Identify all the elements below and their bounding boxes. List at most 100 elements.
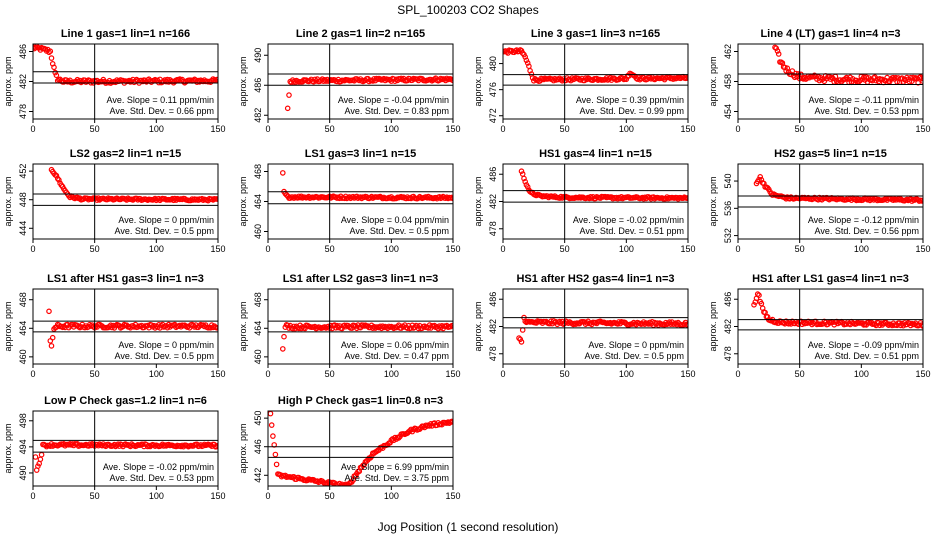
x-tick-label: 150	[445, 244, 460, 254]
data-point	[756, 292, 762, 299]
data-point	[684, 75, 688, 81]
data-point	[810, 196, 817, 202]
data-point	[519, 327, 526, 333]
data-point	[863, 74, 870, 81]
plot-frame	[32, 288, 219, 365]
data-point	[523, 57, 530, 64]
y-tick-label: 482	[723, 319, 733, 334]
panel-title: HS2 gas=5 lin=1 n=15	[774, 148, 887, 160]
y-tick-label: 460	[253, 349, 263, 364]
data-point	[215, 196, 218, 202]
x-tick-label: 0	[30, 491, 35, 501]
x-tick-label: 100	[619, 369, 634, 379]
slope-annotation: Ave. Slope = 0 ppm/min	[588, 340, 684, 350]
slope-annotation: Ave. Slope = 0 ppm/min	[118, 340, 214, 350]
data-point	[56, 177, 62, 183]
panel-title: Line 2 gas=1 lin=2 n=165	[296, 28, 425, 40]
panel-title: LS1 gas=3 lin=1 n=15	[305, 148, 417, 160]
x-tick-label: 150	[445, 124, 460, 134]
std-dev-annotation: Ave. Std. Dev. = 0.5 ppm	[585, 351, 684, 361]
data-point	[291, 195, 297, 201]
std-dev-annotation: Ave. Std. Dev. = 0.66 ppm	[110, 106, 214, 116]
panel-14: High P Check gas=1 lin=0.8 n=3 0 50 100 150 4…	[238, 395, 461, 501]
plot-frame	[32, 163, 219, 240]
y-tick-label: 464	[18, 321, 28, 336]
data-point	[284, 322, 291, 329]
x-tick-label: 50	[560, 369, 570, 379]
slope-annotation: Ave. Slope = -0.02 ppm/min	[573, 215, 684, 225]
data-points	[279, 321, 453, 352]
slope-annotation: Ave. Slope = 6.99 ppm/min	[341, 462, 449, 472]
data-point	[572, 321, 579, 328]
y-axis-label: approx. ppm	[3, 423, 13, 473]
panel-title: Line 4 (LT) gas=1 lin=4 n=3	[760, 28, 900, 40]
slope-annotation: Ave. Slope = 0.11 ppm/min	[107, 95, 214, 105]
data-point	[856, 78, 862, 85]
x-tick-label: 150	[210, 124, 225, 134]
data-point	[284, 105, 291, 112]
y-tick-label: 462	[723, 44, 733, 59]
y-tick-label: 454	[723, 104, 733, 119]
data-points	[48, 166, 218, 204]
data-point	[338, 483, 344, 486]
data-point	[522, 54, 529, 60]
y-tick-label: 452	[18, 164, 28, 179]
panel-4: Line 4 (LT) gas=1 lin=4 n=3 0 50 100 150 454 4…	[708, 28, 931, 134]
x-tick-label: 0	[265, 124, 270, 134]
y-tick-label: 536	[723, 201, 733, 216]
data-point	[215, 442, 218, 449]
y-tick-label: 478	[18, 104, 28, 119]
y-tick-label: 478	[488, 346, 498, 361]
x-tick-label: 50	[90, 369, 100, 379]
data-points	[503, 47, 688, 85]
y-tick-label: 458	[723, 74, 733, 89]
x-tick-label: 0	[735, 369, 740, 379]
slope-annotation: Ave. Slope = -0.09 ppm/min	[808, 340, 919, 350]
panel-grid: Line 1 gas=1 lin=1 n=166 0 50 100 150 478 482 4…	[3, 28, 931, 501]
data-points	[516, 314, 688, 345]
y-tick-label: 468	[253, 164, 263, 179]
y-axis-label: approx. ppm	[708, 301, 718, 351]
data-point	[47, 48, 54, 55]
panel-title: LS1 after LS2 gas=3 lin=1 n=3	[283, 273, 439, 285]
data-point	[758, 177, 765, 183]
y-axis-label: approx. ppm	[3, 56, 13, 106]
data-point	[273, 461, 280, 468]
data-point	[522, 178, 529, 185]
slope-annotation: Ave. Slope = 0.39 ppm/min	[576, 95, 684, 105]
data-point	[890, 197, 897, 204]
slope-annotation: Ave. Slope = 0 ppm/min	[118, 215, 214, 225]
data-point	[197, 442, 204, 448]
data-point	[869, 77, 876, 84]
data-point	[37, 456, 44, 463]
data-point	[51, 64, 57, 71]
x-tick-label: 100	[854, 124, 869, 134]
y-tick-label: 464	[253, 194, 263, 209]
y-tick-label: 478	[488, 221, 498, 236]
panel-title: LS1 after HS1 gas=3 lin=1 n=3	[47, 273, 204, 285]
data-point	[395, 435, 402, 441]
data-point	[156, 321, 162, 328]
std-dev-annotation: Ave. Std. Dev. = 0.53 ppm	[815, 106, 919, 116]
y-axis-label: approx. ppm	[708, 176, 718, 226]
data-point	[270, 433, 276, 439]
x-tick-label: 150	[210, 491, 225, 501]
data-point	[53, 72, 60, 79]
data-point	[388, 437, 395, 443]
data-point	[48, 55, 55, 61]
data-points	[33, 44, 218, 86]
x-tick-label: 50	[560, 124, 570, 134]
slope-annotation: Ave. Slope = -0.02 ppm/min	[103, 462, 214, 472]
panel-title: HS1 gas=4 lin=1 n=15	[539, 148, 652, 160]
data-points	[46, 308, 218, 349]
data-point	[289, 194, 296, 200]
data-point	[427, 76, 434, 83]
y-axis-label: approx. ppm	[473, 176, 483, 226]
y-tick-label: 486	[723, 292, 733, 307]
y-axis-label: approx. ppm	[473, 56, 483, 106]
x-tick-label: 100	[854, 369, 869, 379]
x-tick-label: 150	[680, 124, 695, 134]
data-point	[331, 322, 338, 328]
x-tick-label: 0	[500, 124, 505, 134]
std-dev-annotation: Ave. Std. Dev. = 0.51 ppm	[815, 351, 919, 361]
